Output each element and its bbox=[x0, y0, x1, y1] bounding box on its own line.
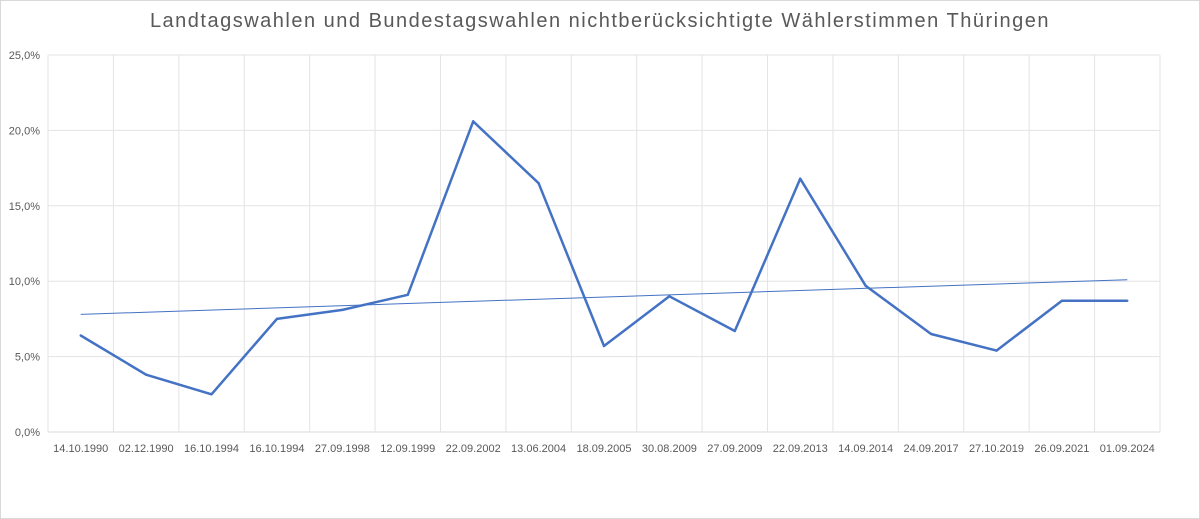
x-tick-label: 27.10.2019 bbox=[969, 443, 1024, 455]
data-point bbox=[995, 349, 998, 352]
data-point bbox=[471, 120, 475, 123]
x-tick-label: 24.09.2017 bbox=[904, 443, 959, 455]
data-point bbox=[668, 295, 671, 298]
data-point bbox=[341, 308, 344, 312]
x-tick-label: 02.12.1990 bbox=[119, 443, 174, 455]
x-tick-label: 14.10.1990 bbox=[53, 443, 108, 455]
x-tick-label: 30.08.2009 bbox=[642, 443, 697, 455]
x-tick-label: 16.10.1994 bbox=[249, 443, 304, 455]
y-tick-label: 5,0% bbox=[15, 352, 40, 364]
x-tick-label: 01.09.2024 bbox=[1100, 443, 1155, 455]
data-point bbox=[864, 284, 867, 287]
y-tick-label: 0,0% bbox=[15, 427, 40, 439]
data-point bbox=[1060, 299, 1064, 303]
x-tick-label: 27.09.2009 bbox=[707, 443, 762, 455]
x-tick-label: 12.09.1999 bbox=[380, 443, 435, 455]
data-point bbox=[537, 181, 540, 185]
y-tick-label: 10,0% bbox=[9, 276, 40, 288]
x-axis-ticks: 14.10.1990 02.12.1990 16.10.1994 16.10.1994… bbox=[53, 443, 1155, 455]
x-tick-label: 26.09.2021 bbox=[1034, 443, 1089, 455]
x-tick-label: 22.09.2013 bbox=[773, 443, 828, 455]
trendline-layer bbox=[80, 279, 1128, 315]
x-tick-label: 14.09.2014 bbox=[838, 443, 893, 455]
data-point bbox=[1126, 299, 1129, 303]
x-tick-label: 22.09.2002 bbox=[446, 443, 501, 455]
data-point bbox=[210, 393, 213, 396]
data-point bbox=[929, 332, 933, 336]
y-tick-label: 20,0% bbox=[9, 125, 40, 137]
data-point bbox=[799, 177, 802, 180]
trendline bbox=[80, 279, 1128, 315]
data-point bbox=[406, 293, 409, 296]
y-tick-label: 15,0% bbox=[9, 201, 40, 213]
y-axis-ticks: 0,0% 5,0% 10,0% 15,0% 20,0% 25,0% bbox=[9, 50, 40, 439]
data-point bbox=[602, 344, 606, 348]
x-tick-label: 13.06.2004 bbox=[511, 443, 566, 455]
data-point bbox=[275, 317, 279, 321]
data-point bbox=[79, 334, 82, 337]
y-tick-label: 25,0% bbox=[9, 50, 40, 62]
series-line bbox=[80, 120, 1128, 396]
data-point bbox=[733, 329, 737, 333]
series-layer bbox=[79, 120, 1129, 396]
data-point bbox=[144, 373, 148, 376]
chart-title: Landtagswahlen und Bundestagswahlen nich… bbox=[149, 10, 1051, 32]
grid-layer bbox=[47, 54, 1161, 433]
x-tick-label: 16.10.1994 bbox=[184, 443, 239, 455]
x-tick-label: 18.09.2005 bbox=[576, 443, 631, 455]
x-tick-label: 27.09.1998 bbox=[315, 443, 370, 455]
